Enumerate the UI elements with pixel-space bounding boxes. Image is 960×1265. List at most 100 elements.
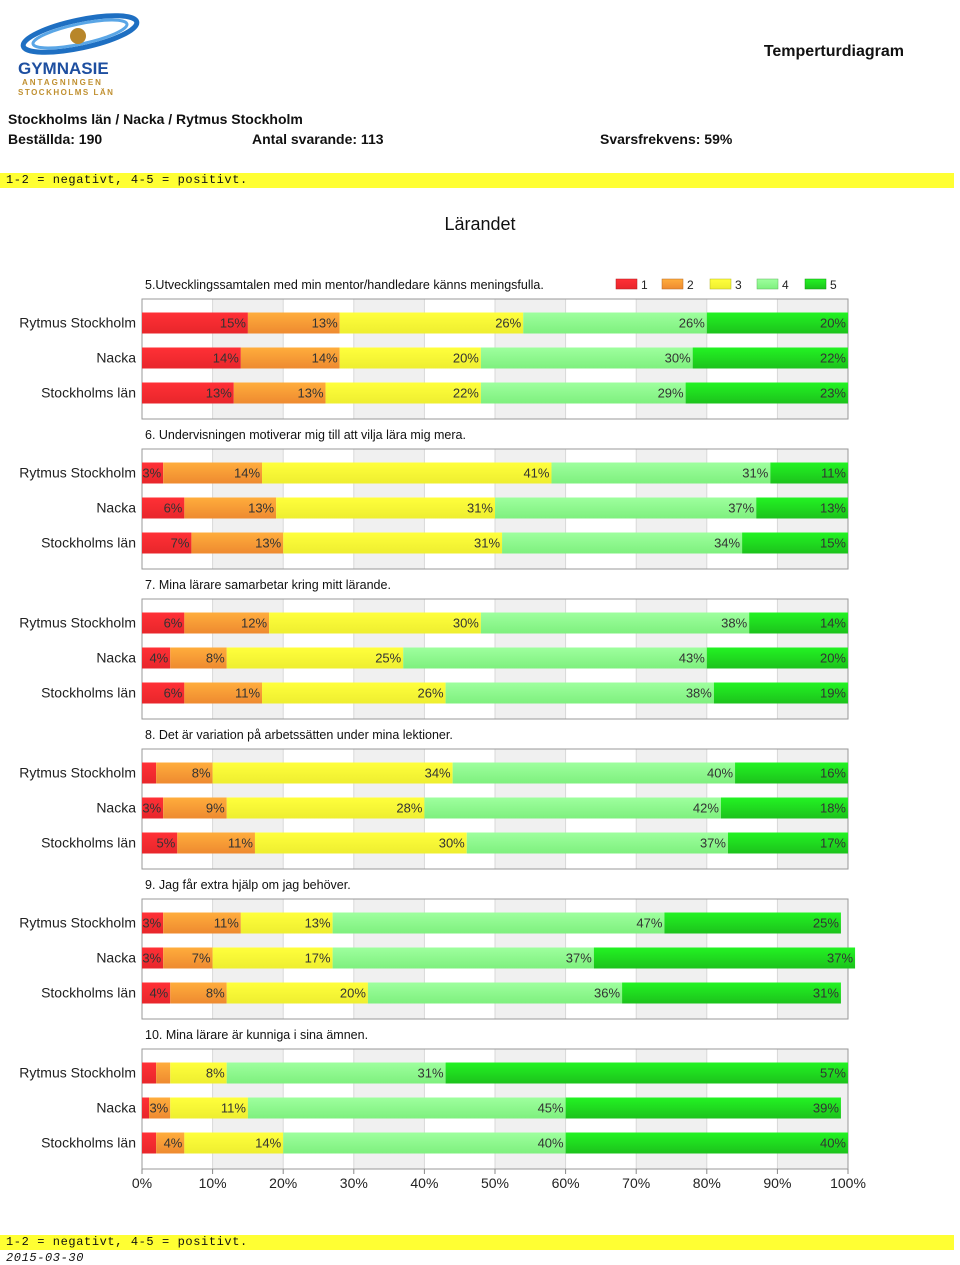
data-label: 20%: [820, 651, 846, 666]
bar-segment-4: [480, 347, 693, 369]
bar-segment-4: [445, 682, 714, 704]
data-label: 13%: [248, 501, 274, 516]
data-label: 57%: [820, 1066, 846, 1081]
data-label: 22%: [453, 386, 479, 401]
row-label: Rytmus Stockholm: [19, 765, 136, 781]
legend-label-3: 3: [735, 278, 742, 292]
bar-segment-5: [664, 912, 841, 934]
data-label: 3%: [142, 916, 161, 931]
bar-segment-4: [332, 912, 665, 934]
response-rate: Svarsfrekvens: 59%: [600, 131, 733, 147]
bar-segment-3: [262, 462, 552, 484]
x-tick-label: 70%: [622, 1175, 650, 1191]
x-tick-label: 50%: [481, 1175, 509, 1191]
bar-segment-3: [226, 647, 404, 669]
bar-segment-5: [706, 647, 848, 669]
document-title: Temperturdiagram: [763, 43, 904, 60]
data-label: 7%: [192, 951, 211, 966]
row-label: Stockholms län: [41, 535, 136, 551]
bar-segment-1: [142, 647, 171, 669]
bar-segment-3: [170, 1062, 227, 1084]
bar-segment-1: [142, 762, 157, 784]
data-label: 13%: [298, 386, 324, 401]
bar-segment-1: [142, 832, 178, 854]
bar-segment-3: [269, 612, 481, 634]
data-label: 8%: [192, 766, 211, 781]
data-label: 4%: [149, 986, 168, 1001]
legend-label-2: 2: [687, 278, 694, 292]
data-label: 12%: [241, 616, 267, 631]
bar-segment-4: [502, 532, 743, 554]
bar-segment-3: [212, 762, 453, 784]
x-tick-label: 40%: [410, 1175, 438, 1191]
bar-segment-5: [735, 762, 848, 784]
legend-swatch-4: [756, 278, 779, 290]
row-label: Stockholms län: [41, 1135, 136, 1151]
bar-segment-1: [142, 947, 164, 969]
bar-segment-4: [466, 832, 728, 854]
row-label: Stockholms län: [41, 835, 136, 851]
bar-segment-1: [142, 497, 185, 519]
bar-segment-4: [367, 982, 623, 1004]
data-label: 4%: [149, 651, 168, 666]
legend-label-4: 4: [782, 278, 789, 292]
bar-segment-3: [226, 797, 425, 819]
bar-segment-1: [142, 382, 234, 404]
data-label: 23%: [820, 386, 846, 401]
logo-graphic: GYMNASIE ANTAGNINGEN STOCKHOLMS LÄN: [18, 13, 140, 97]
bar-segment-2: [156, 1062, 171, 1084]
x-tick-label: 20%: [269, 1175, 297, 1191]
bar-segment-4: [495, 497, 757, 519]
bar-segment-1: [142, 912, 164, 934]
bar-segment-1: [142, 1132, 157, 1154]
bar-segment-4: [480, 382, 686, 404]
data-label: 45%: [538, 1101, 564, 1116]
data-label: 16%: [820, 766, 846, 781]
x-tick-label: 80%: [693, 1175, 721, 1191]
bar-segment-1: [142, 347, 241, 369]
data-label: 47%: [636, 916, 662, 931]
data-label: 31%: [813, 986, 839, 1001]
bar-segment-4: [452, 762, 736, 784]
data-label: 34%: [714, 536, 740, 551]
x-tick-label: 10%: [199, 1175, 227, 1191]
bar-segment-2: [163, 797, 227, 819]
bar-segment-3: [184, 1132, 284, 1154]
data-label: 43%: [679, 651, 705, 666]
data-label: 11%: [221, 1101, 246, 1116]
data-label: 20%: [340, 986, 366, 1001]
x-tick-label: 0%: [132, 1175, 152, 1191]
data-label: 28%: [396, 801, 422, 816]
question-title: 9. Jag får extra hjälp om jag behöver.: [145, 878, 351, 892]
bar-segment-3: [325, 382, 481, 404]
question-title: 10. Mina lärare är kunniga i sina ämnen.: [145, 1028, 368, 1042]
data-label: 14%: [312, 351, 338, 366]
data-label: 26%: [679, 316, 705, 331]
row-label: Nacka: [96, 950, 136, 966]
bar-segment-5: [749, 612, 848, 634]
data-label: 31%: [467, 501, 493, 516]
legend-swatch-3: [709, 278, 732, 290]
bar-segment-4: [551, 462, 771, 484]
data-label: 14%: [255, 1136, 281, 1151]
bar-segment-1: [142, 462, 164, 484]
data-label: 6%: [164, 501, 183, 516]
bar-segment-2: [170, 982, 227, 1004]
bar-segment-4: [247, 1097, 566, 1119]
bar-segment-1: [142, 612, 185, 634]
bar-segment-1: [142, 982, 171, 1004]
data-label: 30%: [439, 836, 465, 851]
data-label: 3%: [149, 1101, 168, 1116]
bar-segment-2: [149, 1097, 171, 1119]
data-label: 8%: [206, 1066, 225, 1081]
data-label: 31%: [742, 466, 768, 481]
data-label: 31%: [418, 1066, 444, 1081]
data-label: 18%: [820, 801, 846, 816]
bar-segment-1: [142, 312, 248, 334]
data-label: 41%: [523, 466, 549, 481]
bar-segment-5: [593, 947, 856, 969]
data-label: 5%: [157, 836, 176, 851]
data-label: 17%: [820, 836, 846, 851]
data-label: 40%: [707, 766, 733, 781]
